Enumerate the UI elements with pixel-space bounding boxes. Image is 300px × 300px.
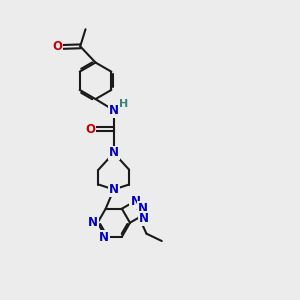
- Text: O: O: [52, 40, 62, 53]
- Text: N: N: [99, 231, 109, 244]
- Text: H: H: [118, 99, 128, 109]
- Text: N: N: [130, 196, 140, 208]
- Text: N: N: [109, 104, 119, 117]
- Text: N: N: [109, 183, 119, 196]
- Text: N: N: [138, 202, 148, 215]
- Text: N: N: [88, 216, 98, 229]
- Text: N: N: [139, 212, 148, 225]
- Text: N: N: [109, 146, 119, 159]
- Text: O: O: [85, 123, 95, 136]
